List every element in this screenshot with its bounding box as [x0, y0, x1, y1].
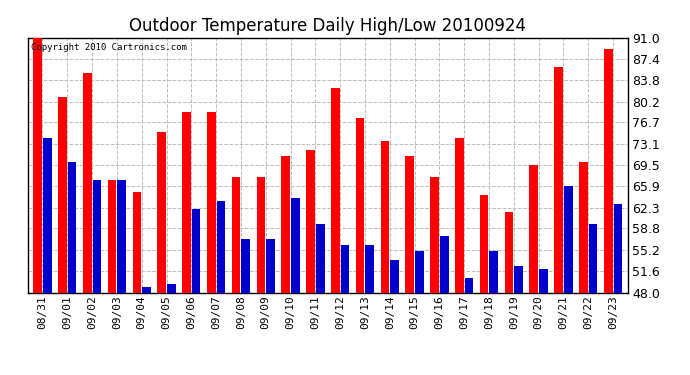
Bar: [306, 150, 315, 375]
Bar: [207, 112, 216, 375]
Bar: [589, 224, 598, 375]
Bar: [554, 67, 563, 375]
Bar: [529, 165, 538, 375]
Bar: [43, 138, 52, 375]
Bar: [266, 239, 275, 375]
Bar: [455, 138, 464, 375]
Bar: [142, 286, 151, 375]
Bar: [92, 180, 101, 375]
Bar: [391, 260, 399, 375]
Bar: [58, 97, 67, 375]
Bar: [564, 186, 573, 375]
Bar: [68, 162, 77, 375]
Bar: [282, 156, 290, 375]
Bar: [331, 88, 339, 375]
Bar: [33, 38, 42, 375]
Bar: [430, 177, 439, 375]
Bar: [366, 245, 374, 375]
Bar: [504, 213, 513, 375]
Bar: [257, 177, 265, 375]
Bar: [464, 278, 473, 375]
Bar: [604, 50, 613, 375]
Bar: [514, 266, 523, 375]
Bar: [415, 251, 424, 375]
Bar: [406, 156, 414, 375]
Bar: [356, 117, 364, 375]
Bar: [167, 284, 176, 375]
Bar: [579, 162, 588, 375]
Bar: [291, 198, 299, 375]
Bar: [480, 195, 489, 375]
Bar: [341, 245, 349, 375]
Bar: [132, 192, 141, 375]
Bar: [182, 112, 191, 375]
Bar: [157, 132, 166, 375]
Bar: [316, 224, 324, 375]
Bar: [192, 210, 201, 375]
Bar: [539, 269, 548, 375]
Bar: [381, 141, 389, 375]
Bar: [232, 177, 240, 375]
Bar: [613, 204, 622, 375]
Bar: [108, 180, 117, 375]
Text: Copyright 2010 Cartronics.com: Copyright 2010 Cartronics.com: [30, 43, 186, 52]
Bar: [83, 73, 92, 375]
Title: Outdoor Temperature Daily High/Low 20100924: Outdoor Temperature Daily High/Low 20100…: [129, 16, 526, 34]
Bar: [489, 251, 498, 375]
Bar: [241, 239, 250, 375]
Bar: [117, 180, 126, 375]
Bar: [217, 201, 226, 375]
Bar: [440, 236, 449, 375]
